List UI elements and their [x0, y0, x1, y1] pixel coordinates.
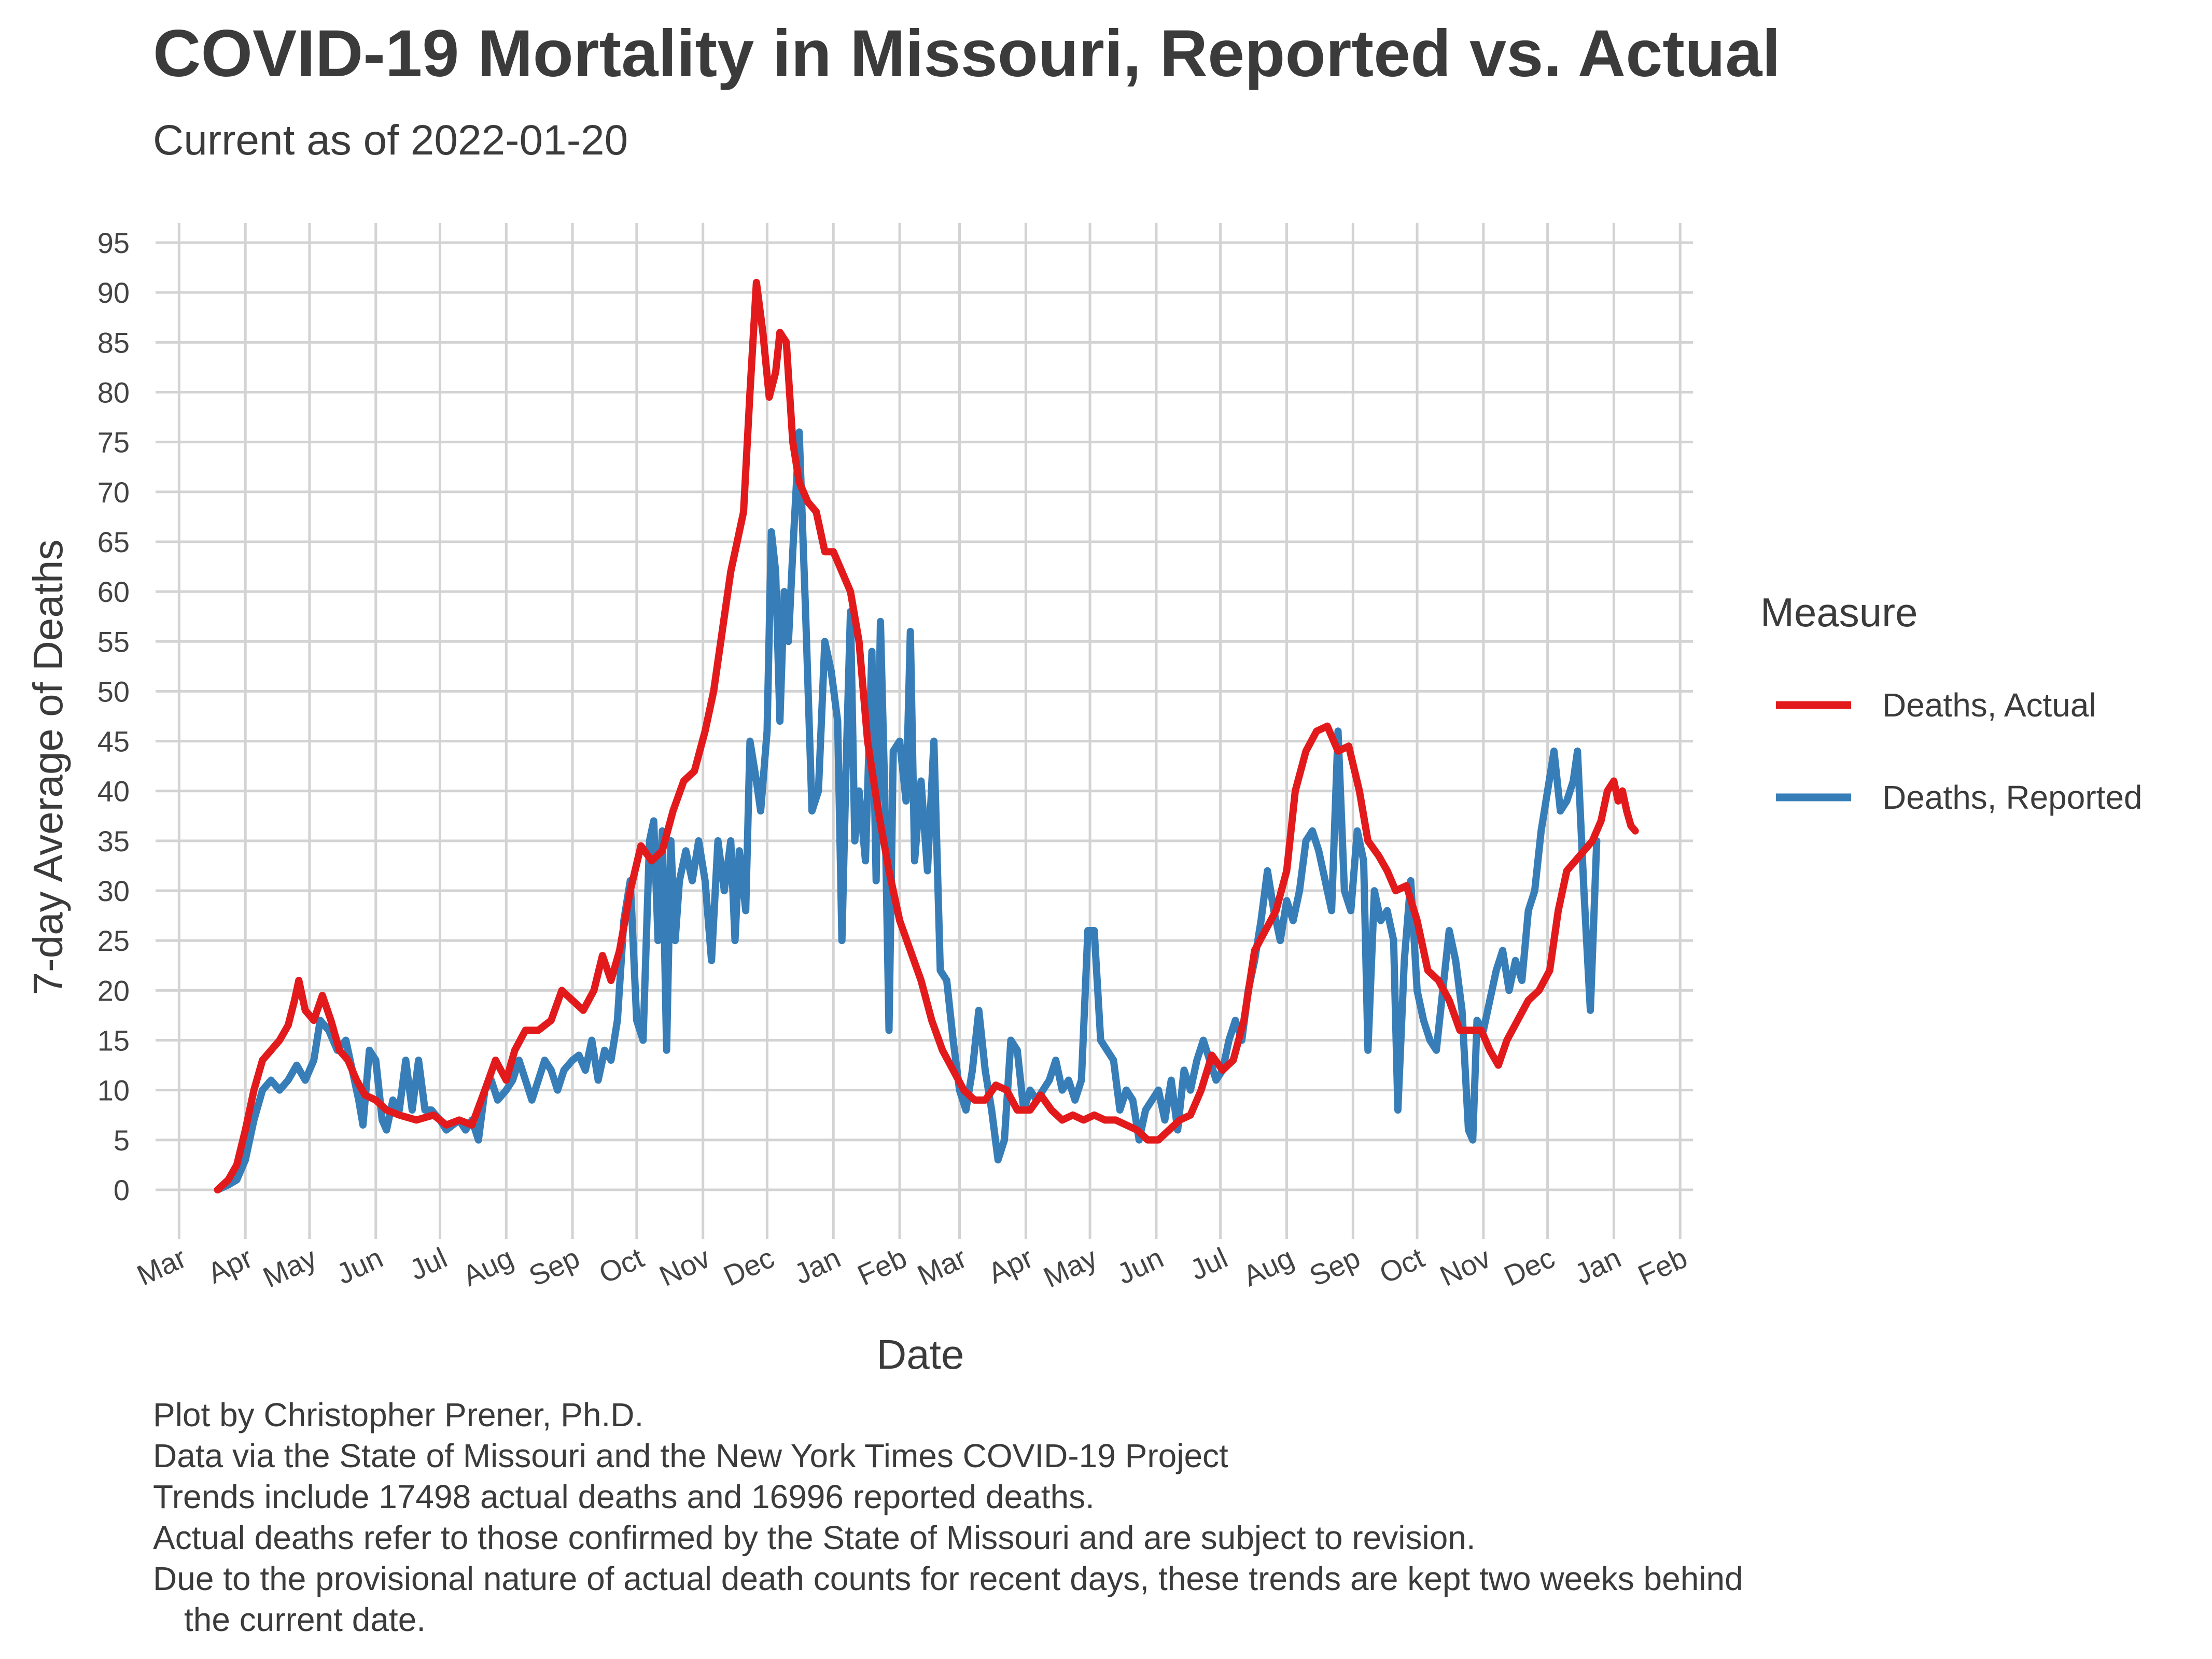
caption-line: Due to the provisional nature of actual … — [153, 1560, 1743, 1597]
x-tick-label: Aug — [1238, 1241, 1299, 1292]
x-tick-label: Jan — [789, 1241, 845, 1290]
caption-line: Trends include 17498 actual deaths and 1… — [153, 1478, 1095, 1515]
caption: Plot by Christopher Prener, Ph.D. Data v… — [153, 1395, 1743, 1640]
y-tick-label: 60 — [97, 575, 130, 608]
y-tick-label: 25 — [97, 924, 130, 957]
y-axis-title: 7-day Average of Deaths — [25, 539, 71, 995]
x-tick-label: May — [1039, 1241, 1102, 1294]
x-tick-label: Dec — [719, 1241, 779, 1292]
x-tick-label: Apr — [203, 1241, 258, 1290]
caption-line: the current date. — [184, 1601, 426, 1638]
series-line — [214, 428, 1601, 1193]
y-tick-label: 20 — [97, 974, 130, 1007]
y-tick-label: 75 — [97, 426, 130, 459]
legend: Measure Deaths, Actual Deaths, Reported — [1760, 589, 2143, 816]
y-tick-label: 90 — [97, 276, 130, 309]
x-tick-label: Mar — [913, 1241, 972, 1292]
legend-title: Measure — [1760, 589, 1917, 635]
series-line — [214, 278, 1639, 1193]
x-tick-label: Dec — [1499, 1241, 1560, 1292]
legend-label: Deaths, Actual — [1882, 686, 2096, 724]
x-tick-label: Jul — [404, 1241, 452, 1286]
caption-line: Data via the State of Missouri and the N… — [153, 1437, 1228, 1474]
y-tick-label: 30 — [97, 875, 130, 907]
y-tick-label: 45 — [97, 725, 130, 758]
x-tick-label: Nov — [654, 1241, 715, 1292]
x-tick-label: Aug — [457, 1241, 518, 1292]
x-tick-label: Nov — [1435, 1241, 1495, 1292]
y-tick-label: 85 — [97, 326, 130, 359]
x-tick-label: Jun — [331, 1241, 387, 1290]
x-tick-label: Jan — [1570, 1241, 1626, 1290]
legend-label: Deaths, Reported — [1882, 779, 2143, 816]
y-tick-label: 65 — [97, 526, 130, 558]
grid-lines — [156, 223, 1693, 1239]
y-tick-label: 35 — [97, 825, 130, 857]
legend-items: Deaths, Actual Deaths, Reported — [1776, 686, 2143, 816]
caption-line: Actual deaths refer to those confirmed b… — [153, 1519, 1476, 1556]
x-tick-label: Feb — [1633, 1241, 1692, 1292]
y-tick-label: 55 — [97, 625, 130, 658]
y-tick-label: 70 — [97, 476, 130, 509]
x-tick-label: Sep — [524, 1241, 584, 1292]
line-chart: 0 5 10 15 20 25 30 35 40 45 50 55 60 65 70 75 80 85 90 95 M… — [25, 223, 2143, 1377]
y-tick-label: 15 — [97, 1024, 130, 1057]
y-tick-label: 5 — [114, 1124, 130, 1157]
y-tick-label: 10 — [97, 1074, 130, 1107]
y-tick-label: 50 — [97, 675, 130, 708]
x-axis-title: Date — [877, 1331, 964, 1377]
chart-subtitle: Current as of 2022-01-20 — [153, 117, 628, 164]
x-tick-label: Sep — [1304, 1241, 1365, 1292]
x-axis-ticks: Mar Apr May Jun Jul Aug Sep Oct Nov Dec Jan Feb Mar A… — [132, 1241, 1692, 1294]
y-axis-ticks: 0 5 10 15 20 25 30 35 40 45 50 55 60 65 70 75 80 85 90 95 — [97, 227, 130, 1206]
x-tick-label: Oct — [1375, 1241, 1430, 1290]
y-tick-label: 95 — [97, 227, 130, 259]
x-tick-label: Jul — [1185, 1241, 1233, 1286]
x-tick-label: Apr — [983, 1241, 1038, 1290]
chart-title: COVID-19 Mortality in Missouri, Reported… — [153, 17, 1781, 91]
y-tick-label: 0 — [114, 1174, 130, 1206]
y-tick-label: 40 — [97, 775, 130, 808]
x-tick-label: Oct — [594, 1241, 649, 1290]
y-tick-label: 80 — [97, 376, 130, 409]
data-series — [214, 278, 1639, 1193]
x-tick-label: Feb — [852, 1241, 912, 1292]
x-tick-label: May — [258, 1241, 321, 1294]
x-tick-label: Jun — [1112, 1241, 1168, 1290]
caption-line: Plot by Christopher Prener, Ph.D. — [153, 1396, 644, 1433]
x-tick-label: Mar — [132, 1241, 191, 1292]
